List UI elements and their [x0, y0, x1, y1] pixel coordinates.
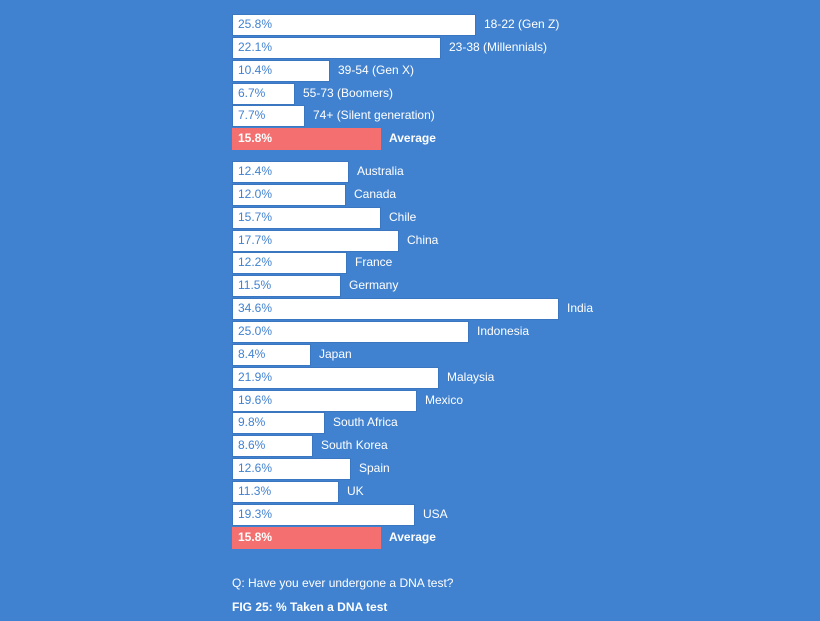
category-label: USA — [423, 507, 448, 521]
average-bar — [232, 527, 381, 549]
bar-value-label: 12.2% — [238, 255, 273, 269]
category-label: Canada — [354, 187, 397, 201]
average-bar — [232, 128, 381, 150]
bar — [232, 321, 469, 343]
bar-value-label: 11.3% — [238, 484, 272, 498]
bar — [232, 37, 441, 59]
bar — [232, 252, 347, 274]
bar — [232, 230, 399, 252]
bar-value-label: 9.8% — [238, 415, 266, 429]
category-label: 74+ (Silent generation) — [313, 108, 435, 122]
category-label: Chile — [389, 210, 417, 224]
category-label: India — [567, 301, 594, 315]
category-label: 39-54 (Gen X) — [338, 63, 415, 77]
category-label: Spain — [359, 461, 390, 475]
bar — [232, 161, 349, 183]
bar-value-label: 34.6% — [238, 301, 273, 315]
category-label: Australia — [357, 164, 404, 178]
bar — [232, 298, 559, 320]
bar-value-label: 7.7% — [238, 108, 266, 122]
bar-value-label: 8.4% — [238, 347, 266, 361]
category-label: Malaysia — [447, 370, 495, 384]
bar-value-label: 25.0% — [238, 324, 273, 338]
category-label: France — [355, 255, 393, 269]
category-label: Japan — [319, 347, 352, 361]
bar-value-label: 12.6% — [238, 461, 273, 475]
bar — [232, 207, 381, 229]
bar — [232, 435, 313, 457]
bar — [232, 275, 341, 297]
bar-value-label: 15.8% — [238, 530, 273, 544]
bar-value-label: 19.3% — [238, 507, 273, 521]
figure-caption: FIG 25: % Taken a DNA test — [232, 600, 388, 614]
category-label: South Africa — [333, 415, 398, 429]
category-label: Mexico — [425, 393, 464, 407]
bar — [232, 412, 325, 434]
bar — [232, 367, 439, 389]
category-label: 18-22 (Gen Z) — [484, 17, 560, 31]
bar — [232, 60, 330, 82]
bar-value-label: 12.0% — [238, 187, 273, 201]
bar — [232, 83, 295, 105]
bar-value-label: 6.7% — [238, 86, 266, 100]
bar — [232, 184, 346, 206]
bar-value-label: 10.4% — [238, 63, 273, 77]
category-label: Germany — [349, 278, 399, 292]
bar — [232, 458, 351, 480]
category-label: South Korea — [321, 438, 388, 452]
category-label: 55-73 (Boomers) — [303, 86, 394, 100]
category-label: 23-38 (Millennials) — [449, 40, 548, 54]
category-label: Average — [389, 131, 436, 145]
bar — [232, 481, 339, 503]
bar-value-label: 19.6% — [238, 393, 273, 407]
category-label: China — [407, 233, 439, 247]
bar-value-label: 22.1% — [238, 40, 273, 54]
category-label: Indonesia — [477, 324, 530, 338]
bar-value-label: 17.7% — [238, 233, 273, 247]
bar — [232, 14, 476, 36]
bar-value-label: 8.6% — [238, 438, 266, 452]
bar-value-label: 12.4% — [238, 164, 273, 178]
bar-value-label: 15.7% — [238, 210, 273, 224]
category-label: UK — [347, 484, 364, 498]
bar-value-label: 21.9% — [238, 370, 273, 384]
bar — [232, 390, 417, 412]
bar-value-label: 15.8% — [238, 131, 273, 145]
question-text: Q: Have you ever undergone a DNA test? — [232, 576, 454, 590]
bar-value-label: 25.8% — [238, 17, 273, 31]
category-label: Average — [389, 530, 436, 544]
bar — [232, 105, 305, 127]
bar — [232, 504, 415, 526]
bar-value-label: 11.5% — [238, 278, 272, 292]
bar — [232, 344, 311, 366]
